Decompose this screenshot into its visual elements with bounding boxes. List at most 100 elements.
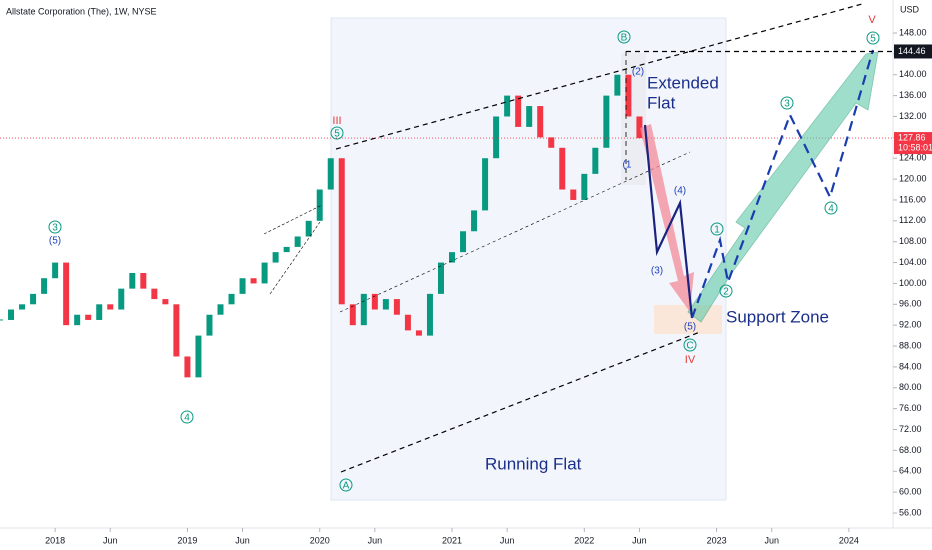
candle bbox=[96, 304, 103, 320]
y-tick-label: 64.00 bbox=[899, 466, 922, 476]
candle bbox=[8, 309, 15, 320]
lower-channel bbox=[340, 331, 701, 473]
candle bbox=[206, 314, 213, 336]
chart-title: Allstate Corporation (The), 1W, NYSE bbox=[6, 6, 157, 16]
x-tick-label: 2018 bbox=[45, 535, 65, 545]
candle bbox=[195, 335, 202, 378]
y-tick-label: 132.00 bbox=[899, 111, 927, 121]
candle bbox=[349, 304, 356, 326]
candle bbox=[537, 106, 544, 138]
candle bbox=[338, 158, 345, 305]
wave-circles bbox=[48, 30, 880, 492]
candle bbox=[493, 116, 500, 159]
candle bbox=[515, 95, 522, 127]
candle bbox=[151, 288, 158, 300]
wave-label: (2) bbox=[632, 67, 644, 78]
x-tick-label: Jun bbox=[235, 535, 250, 545]
y-tick-label: 80.00 bbox=[899, 382, 922, 392]
x-tick-label: Jun bbox=[368, 535, 383, 545]
y-tick-label: 76.00 bbox=[899, 403, 922, 413]
candle bbox=[548, 137, 555, 148]
wave-label: (4) bbox=[674, 186, 686, 197]
y-tick-label: 148.00 bbox=[899, 27, 927, 37]
y-tick-label: 84.00 bbox=[899, 361, 922, 371]
candle bbox=[85, 314, 92, 320]
y-tick-label: 104.00 bbox=[899, 257, 927, 267]
y-tick-label: 68.00 bbox=[899, 445, 922, 455]
wave-label: (5) bbox=[49, 236, 61, 247]
wave-label: IV bbox=[685, 354, 696, 366]
wave-label: V bbox=[868, 14, 876, 26]
wave-label: III bbox=[332, 115, 341, 127]
down-arrow bbox=[640, 124, 694, 312]
candle bbox=[118, 288, 125, 310]
triangle-upper bbox=[263, 204, 323, 235]
wave-label: C bbox=[686, 341, 693, 352]
wave-label: 1 bbox=[714, 225, 720, 236]
x-tick-label: 2019 bbox=[177, 535, 197, 545]
annotation: Support Zone bbox=[726, 307, 829, 326]
x-tick-label: 2024 bbox=[839, 535, 859, 545]
x-tick-label: Jun bbox=[632, 535, 647, 545]
target-label: 144.46 bbox=[898, 46, 926, 56]
candle bbox=[140, 273, 147, 289]
x-tick-label: 2023 bbox=[707, 535, 727, 545]
candle bbox=[360, 293, 367, 326]
wave-label: 4 bbox=[184, 413, 190, 424]
wave-label: (1 bbox=[623, 160, 632, 171]
x-tick-label: 2021 bbox=[442, 535, 462, 545]
x-tick-label: 2022 bbox=[574, 535, 594, 545]
y-tick-label: 96.00 bbox=[899, 299, 922, 309]
y-tick-label: 140.00 bbox=[899, 69, 927, 79]
annotation: Flat bbox=[647, 93, 676, 112]
x-tick-label: 2020 bbox=[310, 535, 330, 545]
candle bbox=[316, 189, 323, 221]
candle bbox=[272, 252, 279, 263]
candle bbox=[250, 278, 257, 284]
candle bbox=[30, 293, 37, 305]
candle bbox=[636, 116, 643, 139]
candle bbox=[603, 95, 610, 148]
x-tick-label: Jun bbox=[764, 535, 779, 545]
projected-wave bbox=[690, 49, 875, 319]
candle bbox=[261, 262, 268, 284]
candle bbox=[239, 278, 246, 294]
candle bbox=[184, 356, 191, 378]
candle bbox=[173, 304, 180, 357]
wave-label: 2 bbox=[723, 287, 729, 298]
candle bbox=[581, 173, 588, 200]
target-tag bbox=[894, 44, 932, 59]
wave-label: (3) bbox=[651, 266, 663, 277]
candle bbox=[63, 262, 70, 326]
candle bbox=[41, 278, 48, 294]
currency: USD bbox=[900, 4, 920, 14]
y-tick-label: 88.00 bbox=[899, 340, 922, 350]
candle bbox=[614, 74, 621, 96]
support-zone bbox=[654, 305, 722, 334]
wave-label: 3 bbox=[784, 99, 790, 110]
channel-lines bbox=[263, 3, 863, 473]
candle bbox=[570, 189, 577, 200]
running-flat-zone bbox=[330, 17, 727, 501]
y-tick-label: 136.00 bbox=[899, 90, 927, 100]
candle bbox=[471, 210, 478, 232]
candle bbox=[228, 293, 235, 305]
y-tick-label: 124.00 bbox=[899, 153, 927, 163]
wave-label: 4 bbox=[828, 204, 834, 215]
candle bbox=[217, 304, 224, 315]
y-tick-label: 92.00 bbox=[899, 320, 922, 330]
x-tick-label: Jun bbox=[500, 535, 515, 545]
candle bbox=[162, 299, 169, 305]
annotation: Extended bbox=[647, 73, 719, 92]
candle bbox=[504, 95, 511, 117]
y-tick-label: 100.00 bbox=[899, 278, 927, 288]
candle bbox=[437, 262, 444, 294]
candle bbox=[371, 293, 378, 310]
candle bbox=[592, 147, 599, 174]
x-tick-label: Jun bbox=[103, 535, 118, 545]
candle bbox=[327, 158, 334, 190]
candle bbox=[482, 158, 489, 211]
wave-label: 5 bbox=[334, 129, 340, 140]
wave-label: 5 bbox=[870, 34, 876, 45]
